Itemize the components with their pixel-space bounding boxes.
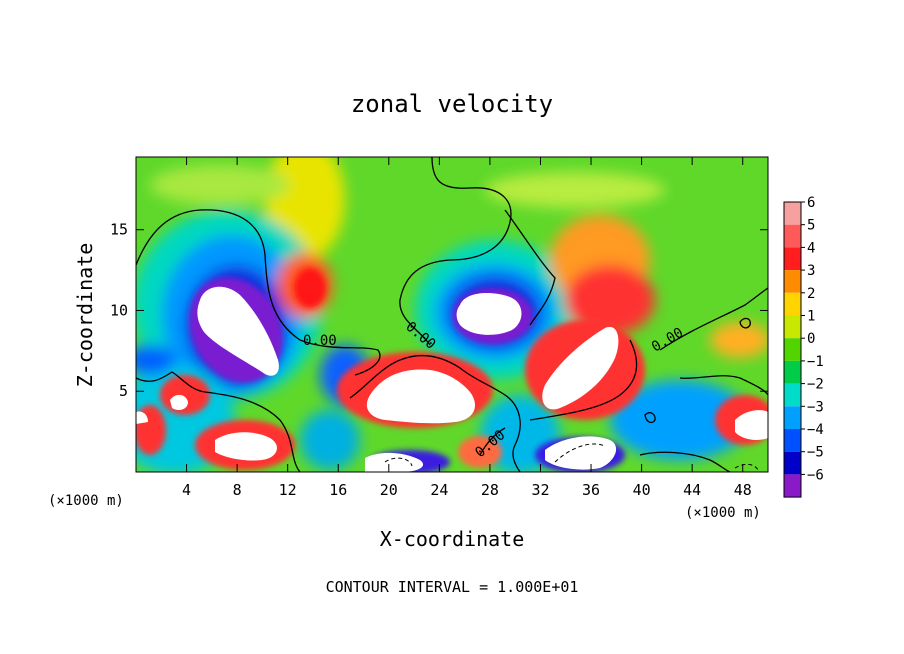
colorbar-label: −4 (807, 422, 824, 438)
colorbar-label: 4 (807, 240, 815, 256)
colorbar-label: 3 (807, 263, 815, 279)
y-axis-label: Z-coordinate (73, 243, 97, 388)
y-tick-label: 10 (110, 301, 128, 319)
field-blob (710, 322, 768, 358)
y-axis: 5 10 15 (110, 221, 768, 400)
x-axis: 4 8 12 16 20 24 28 32 36 40 44 48 (182, 157, 752, 499)
core-white (366, 369, 475, 424)
x-tick-label: 12 (279, 481, 297, 499)
chart-title: zonal velocity (351, 90, 553, 118)
core-white (545, 436, 617, 470)
field-blob (610, 380, 750, 460)
colorbar-label: −2 (807, 377, 824, 393)
core-white (215, 432, 277, 461)
core-white (170, 394, 188, 410)
colorbar-label: 6 (807, 195, 815, 211)
colorbar-swatch (784, 338, 801, 361)
contour-line (349, 354, 521, 472)
y-tick-label: 5 (119, 382, 128, 400)
x-axis-label: X-coordinate (380, 527, 525, 551)
field-blob (160, 375, 210, 415)
colorbar-label: −3 (807, 399, 824, 415)
colorbar-swatch (784, 474, 801, 498)
colorbar-label: 0 (807, 331, 815, 347)
colorbar-label: 2 (807, 286, 815, 302)
field-blob (294, 268, 326, 308)
x-tick-label: 4 (182, 481, 191, 499)
contour-line-dashed (384, 457, 413, 467)
contour-line (659, 287, 768, 351)
contour-interval-footer: CONTOUR INTERVAL = 1.000E+01 (326, 578, 579, 596)
contour-lines-dashed (384, 443, 759, 471)
colorbar-label: 5 (807, 218, 815, 234)
contour-line (504, 209, 556, 326)
x-tick-label: 48 (734, 481, 752, 499)
contour-line (479, 427, 506, 456)
colorbar-swatch (784, 315, 801, 339)
contour-line (639, 451, 731, 472)
colorbar-swatch (784, 383, 801, 407)
field-blob (150, 165, 290, 205)
x-tick-label: 40 (633, 481, 651, 499)
contour-lines (136, 157, 768, 472)
field-blob (136, 345, 175, 375)
core-white (136, 411, 148, 424)
field-blob (458, 436, 502, 468)
contour-line (679, 375, 768, 396)
colorbar-label: 1 (807, 309, 815, 325)
colorbar-swatch (784, 247, 801, 271)
colorbar-swatch (784, 360, 801, 384)
contour-line-dashed (734, 463, 759, 471)
core-white (197, 286, 279, 376)
colorbar-swatch (784, 429, 801, 452)
colorbar-swatch (784, 451, 801, 475)
x-tick-label: 20 (380, 481, 398, 499)
x-unit-left: (×1000 m) (48, 493, 124, 509)
x-tick-label: 28 (481, 481, 499, 499)
contour-line (136, 209, 381, 376)
y-tick-label: 15 (110, 221, 128, 239)
field-blob (485, 172, 665, 208)
field-blob (565, 265, 655, 335)
colorbar-swatch (784, 270, 801, 293)
colorbar-swatch (784, 406, 801, 429)
saturated-cores (136, 286, 768, 472)
contour-line (644, 412, 656, 424)
x-tick-label: 36 (582, 481, 600, 499)
colorbar: 6 5 4 3 2 1 0 −1 −2 −3 −4 −5 −6 (783, 195, 824, 498)
contour-line (136, 371, 301, 472)
core-white (365, 452, 424, 472)
core-white (735, 410, 768, 440)
x-tick-label: 24 (430, 481, 448, 499)
x-unit-right: (×1000 m) (685, 505, 761, 521)
colorbar-swatch (784, 202, 801, 225)
core-white (456, 293, 522, 335)
contour-label: 0.00 (303, 333, 337, 349)
field-blob (300, 410, 360, 470)
colorbar-label: −5 (807, 445, 824, 461)
contour-line (739, 317, 751, 329)
heatmap-field (136, 157, 768, 472)
x-tick-label: 8 (233, 481, 242, 499)
colorbar-label: −6 (807, 467, 824, 483)
x-tick-label: 32 (531, 481, 549, 499)
core-white (542, 326, 619, 410)
contour-line (529, 339, 638, 421)
colorbar-swatch (784, 292, 801, 316)
contour-line (399, 157, 512, 346)
x-tick-label: 44 (683, 481, 701, 499)
colorbar-frame (783, 201, 802, 498)
colorbar-label: −1 (807, 354, 824, 370)
colorbar-swatch (784, 224, 801, 248)
plot-frame (135, 156, 769, 473)
x-tick-label: 16 (329, 481, 347, 499)
contour-line-dashed (554, 443, 606, 463)
